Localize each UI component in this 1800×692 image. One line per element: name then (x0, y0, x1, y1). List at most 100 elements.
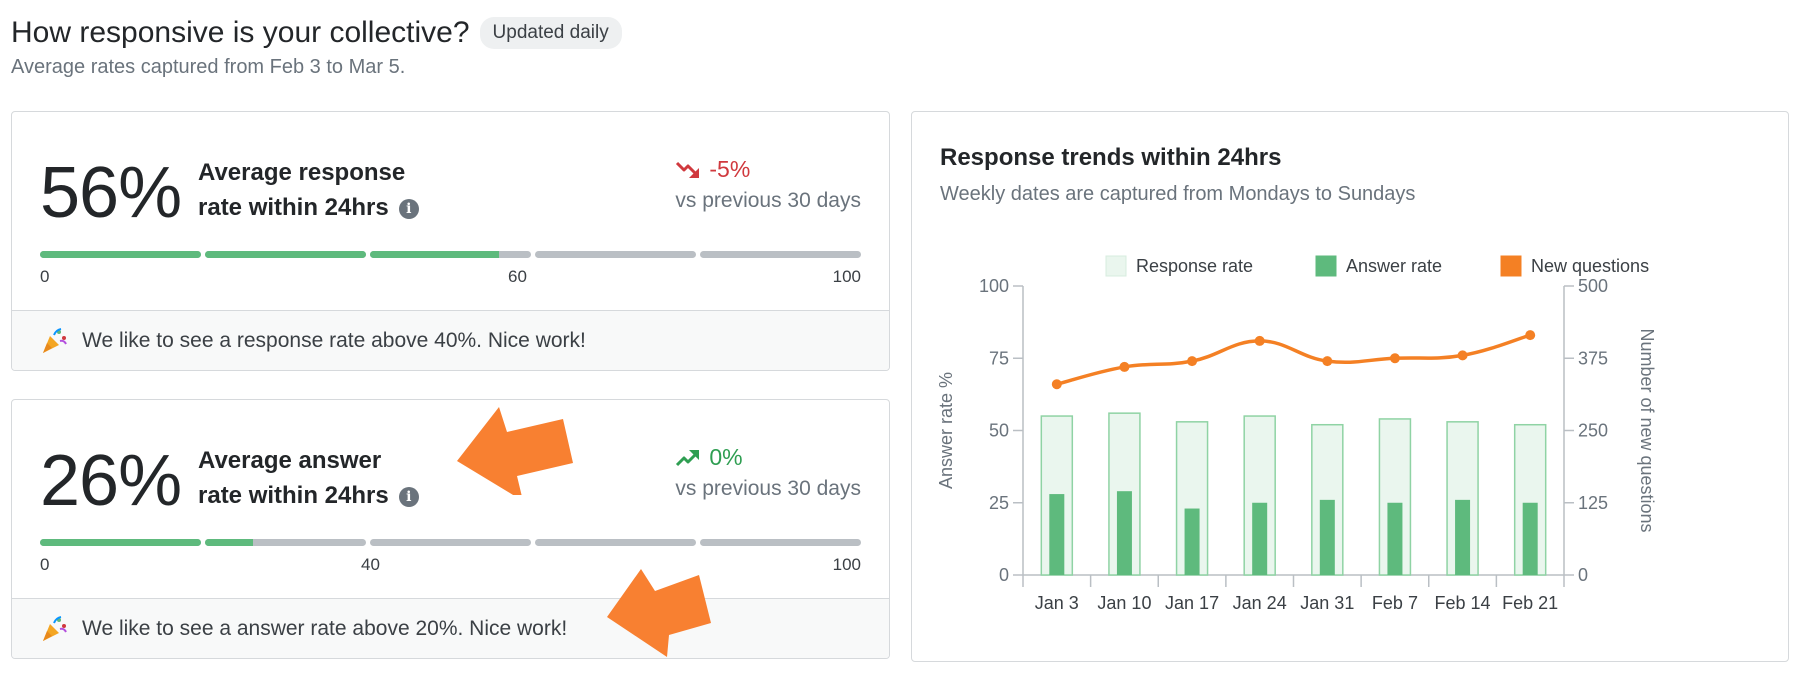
progress-fill (40, 539, 201, 546)
party-popper-icon (43, 327, 67, 353)
y2-tick-label: 125 (1578, 493, 1608, 513)
progress-segment (535, 251, 696, 258)
answer-rate-bar (1252, 502, 1268, 575)
legend-swatch (1315, 255, 1337, 277)
tick-max: 100 (832, 555, 861, 574)
answer-rate-bar (1387, 502, 1403, 575)
progress-segment (700, 251, 861, 258)
new-questions-point (1525, 330, 1536, 341)
info-icon[interactable]: i (398, 486, 419, 507)
progress-segment (40, 251, 201, 258)
label-line-2-row: rate within 24hrs i (198, 478, 419, 513)
trending-down-icon (676, 161, 700, 178)
label-line-2-row: rate within 24hrs i (198, 190, 419, 225)
x-tick-label: Jan 3 (1035, 593, 1079, 613)
footer-text: We like to see a answer rate above 20%. … (82, 616, 568, 640)
footer-text: We like to see a response rate above 40%… (82, 328, 586, 352)
response-rate-label: Average response rate within 24hrs i (198, 155, 419, 225)
title-row: How responsive is your collective? Updat… (11, 16, 622, 50)
new-questions-point (1051, 379, 1062, 390)
tick-min: 0 (40, 267, 50, 286)
response-rate-card: 56% Average response rate within 24hrs i … (11, 111, 890, 371)
legend-label: New questions (1531, 256, 1649, 276)
legend-swatch (1105, 255, 1127, 277)
answer-rate-card: 26% Average answer rate within 24hrs i 0%… (11, 399, 890, 659)
progress-fill (370, 251, 499, 258)
metric-body: 56% Average response rate within 24hrs i … (12, 112, 889, 312)
answer-trend: 0% vs previous 30 days (675, 444, 861, 501)
label-line-1: Average answer (198, 447, 382, 474)
tick-target: 40 (361, 555, 380, 574)
trend-value: -5% (709, 156, 751, 182)
trending-up-icon (676, 449, 700, 466)
page-title: How responsive is your collective? (11, 16, 470, 49)
tick-max: 100 (832, 267, 861, 286)
label-line-2: rate within 24hrs (198, 482, 389, 509)
y-tick-label: 50 (989, 421, 1009, 441)
progress-segment (40, 539, 201, 546)
label-line-1: Average response (198, 159, 406, 186)
new-questions-point (1254, 335, 1265, 346)
answer-rate-bar (1522, 502, 1538, 575)
y2-tick-label: 250 (1578, 421, 1608, 441)
new-questions-point (1322, 356, 1333, 367)
page-subtitle: Average rates captured from Feb 3 to Mar… (11, 56, 406, 78)
response-footer: We like to see a response rate above 40%… (12, 310, 889, 370)
answer-rate-bar (1319, 499, 1335, 575)
updated-badge: Updated daily (479, 17, 622, 49)
party-popper-icon (43, 615, 67, 641)
section-header: How responsive is your collective? Updat… (11, 16, 622, 79)
y-tick-label: 75 (989, 348, 1009, 368)
y2-tick-label: 500 (1578, 276, 1608, 296)
annotation-arrow-icon (607, 569, 711, 657)
y2-tick-label: 375 (1578, 348, 1608, 368)
x-tick-label: Feb 14 (1435, 593, 1491, 613)
y-axis-title: Answer rate % (936, 372, 956, 489)
trend-row: 0% (675, 444, 861, 471)
progress-segment (370, 539, 531, 546)
response-progress-bar (40, 251, 861, 258)
x-tick-label: Jan 17 (1165, 593, 1219, 613)
answer-rate-bar (1116, 491, 1132, 575)
new-questions-point (1187, 356, 1198, 367)
answer-progress-bar (40, 539, 861, 546)
y2-axis-title: Number of new questions (1637, 328, 1657, 532)
response-trend: -5% vs previous 30 days (675, 156, 861, 213)
answer-footer: We like to see a answer rate above 20%. … (12, 598, 889, 658)
legend-label: Response rate (1136, 256, 1253, 276)
new-questions-point (1119, 361, 1130, 372)
new-questions-line (1056, 333, 1531, 386)
tick-min: 0 (40, 555, 50, 574)
label-line-2: rate within 24hrs (198, 194, 389, 221)
answer-rate-bar (1049, 494, 1065, 575)
answer-rate-value: 26% (40, 441, 182, 521)
progress-fill (40, 251, 201, 258)
x-tick-label: Jan 31 (1300, 593, 1354, 613)
answer-rate-bar (1184, 508, 1200, 575)
trend-caption: vs previous 30 days (675, 189, 861, 212)
new-questions-point (1389, 353, 1400, 364)
progress-segment (205, 251, 366, 258)
y-tick-label: 25 (989, 493, 1009, 513)
answer-rate-bar (1455, 499, 1471, 575)
legend-swatch (1500, 255, 1522, 277)
y2-tick-label: 0 (1578, 565, 1588, 585)
x-tick-label: Feb 7 (1372, 593, 1418, 613)
answer-rate-label: Average answer rate within 24hrs i (198, 443, 419, 513)
info-icon[interactable]: i (398, 198, 419, 219)
trend-value: 0% (709, 444, 743, 470)
metric-body: 26% Average answer rate within 24hrs i 0%… (12, 400, 889, 600)
trend-row: -5% (675, 156, 861, 183)
progress-segment (370, 251, 531, 258)
progress-segment (700, 539, 861, 546)
tick-target: 60 (508, 267, 527, 286)
progress-fill (205, 251, 366, 258)
y-tick-label: 100 (979, 276, 1009, 296)
chart-title: Response trends within 24hrs (940, 144, 1282, 171)
annotation-arrow-icon (457, 407, 573, 495)
response-trends-card: Response rate Answer rate New questions 0 25… (911, 111, 1789, 662)
y-tick-label: 0 (999, 565, 1009, 585)
legend-label: Answer rate (1346, 256, 1442, 276)
x-tick-label: Feb 21 (1502, 593, 1558, 613)
response-rate-value: 56% (40, 153, 182, 233)
